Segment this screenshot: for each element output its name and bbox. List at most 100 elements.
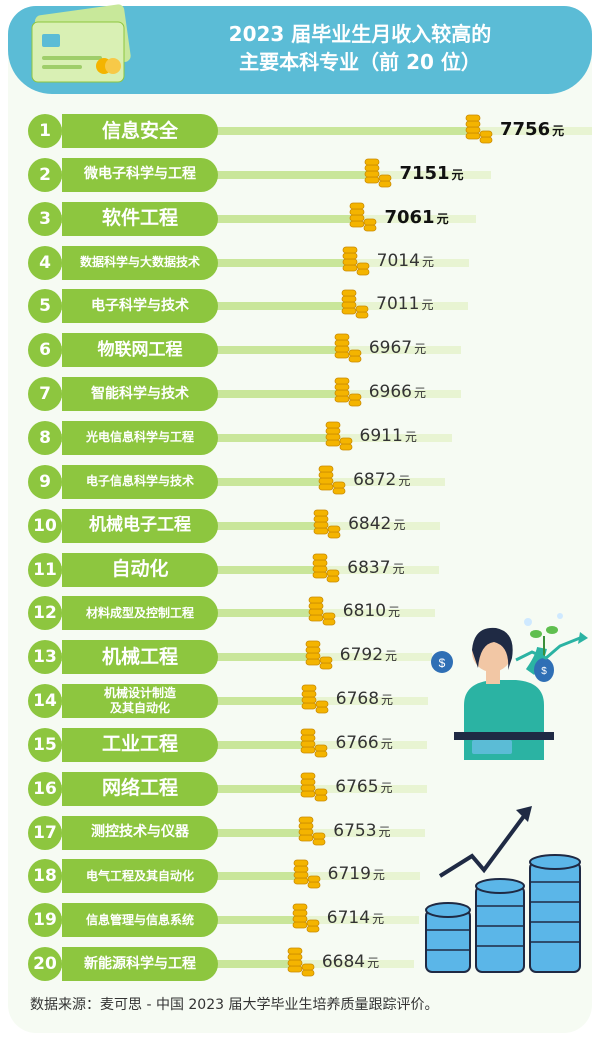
value-unit: 元 <box>436 211 449 226</box>
value-unit: 元 <box>414 342 427 357</box>
value-unit: 元 <box>388 605 401 620</box>
chart-row: 7 智能科学与技术 6966 元 <box>0 374 600 414</box>
chart-row: 18 电气工程及其自动化 6719 元 <box>0 856 600 896</box>
value-number: 6967 <box>368 338 413 359</box>
value-number: 6684 <box>321 952 366 973</box>
coin-stack-icon <box>350 202 377 232</box>
coin-stack-icon <box>292 903 320 933</box>
title-line-1: 2023 届毕业生月收入较高的 <box>228 22 492 46</box>
value-unit: 元 <box>398 473 411 488</box>
value-number: 6872 <box>353 469 397 490</box>
chart-row: 17 测控技术与仪器 6753 元 <box>0 813 600 853</box>
value-label: 6911 元 <box>360 426 417 446</box>
coin-stack-icon <box>465 114 493 144</box>
rank-badge: 7 <box>28 377 62 412</box>
rank-badge: 5 <box>28 289 62 324</box>
value-number: 7756 <box>500 119 551 140</box>
major-label: 机械电子工程 <box>62 508 218 543</box>
value-unit: 元 <box>381 693 394 708</box>
rank-badge: 13 <box>28 640 62 675</box>
value-label: 6684 元 <box>322 952 379 972</box>
value-unit: 元 <box>451 167 464 182</box>
coin-stack-icon <box>334 377 362 407</box>
rank-badge: 14 <box>28 684 62 719</box>
coin-stack-icon <box>287 947 315 977</box>
coin-stack-icon <box>342 246 370 275</box>
coin-stacks-growth-illustration <box>425 806 581 973</box>
chart-row: 16 网络工程 6765 元 <box>0 769 600 809</box>
chart-row: 15 工业工程 6766 元 <box>0 725 600 765</box>
svg-text:$: $ <box>439 656 446 670</box>
major-label: 自动化 <box>62 552 218 587</box>
value-label: 6792 元 <box>340 645 397 665</box>
chart-row: 5 电子科学与技术 7011 元 <box>0 286 600 326</box>
chart-row: 1 信息安全 7756 元 <box>0 111 600 151</box>
value-label: 7014 元 <box>377 251 434 271</box>
value-number: 6810 <box>342 601 387 622</box>
value-unit: 元 <box>392 561 405 576</box>
value-number: 6768 <box>335 689 380 710</box>
rank-badge: 4 <box>28 245 62 280</box>
page-title: 2023 届毕业生月收入较高的 主要本科专业（前 20 位） <box>150 20 570 76</box>
value-label: 6719 元 <box>328 864 385 884</box>
value-label: 6765 元 <box>335 777 392 797</box>
rank-badge: 6 <box>28 333 62 368</box>
major-label: 软件工程 <box>62 201 218 236</box>
coin-stack-icon <box>300 772 328 802</box>
major-label: 工业工程 <box>62 727 218 762</box>
value-label: 7151 元 <box>399 163 463 184</box>
rank-badge: 3 <box>28 201 62 236</box>
credit-card-icon <box>31 4 131 83</box>
value-unit: 元 <box>372 868 385 883</box>
chart-row: 2 微电子科学与工程 7151 元 <box>0 155 600 195</box>
value-unit: 元 <box>380 780 393 795</box>
rank-badge: 2 <box>28 157 62 192</box>
coin-stack-icon <box>298 816 326 845</box>
coin-stack-icon <box>301 728 328 758</box>
coin-stack-icon <box>313 509 341 539</box>
value-number: 6792 <box>339 645 384 666</box>
bar <box>60 127 472 135</box>
value-unit: 元 <box>404 429 417 444</box>
value-label: 6766 元 <box>335 733 392 753</box>
chart-row: 4 数据科学与大数据技术 7014 元 <box>0 243 600 283</box>
rank-badge: 1 <box>28 114 62 148</box>
value-label: 7011 元 <box>376 294 433 314</box>
rank-badge: 20 <box>28 947 62 982</box>
title-line-2: 主要本科专业（前 20 位） <box>239 50 481 74</box>
value-label: 6842 元 <box>348 514 405 534</box>
coin-stack-icon <box>325 421 352 451</box>
value-number: 6714 <box>326 908 371 929</box>
chart-row: 12 材料成型及控制工程 6810 元 <box>0 593 600 633</box>
value-label: 7061 元 <box>384 207 448 228</box>
value-number: 6766 <box>335 732 379 753</box>
major-label: 机械工程 <box>62 640 218 675</box>
value-unit: 元 <box>378 824 391 839</box>
value-unit: 元 <box>372 912 385 927</box>
rank-badge: 9 <box>28 464 62 499</box>
value-unit: 元 <box>421 298 434 313</box>
coin-stack-icon <box>305 640 333 670</box>
major-label: 微电子科学与工程 <box>62 157 218 192</box>
value-number: 7061 <box>384 206 435 228</box>
rank-badge: 8 <box>28 420 62 455</box>
value-unit: 元 <box>552 124 565 138</box>
rank-badge: 10 <box>28 508 62 543</box>
value-number: 7011 <box>376 294 420 315</box>
coin-stack-icon <box>301 684 329 714</box>
svg-text:$: $ <box>541 666 547 677</box>
value-label: 6837 元 <box>347 558 404 578</box>
major-label: 信息安全 <box>62 114 218 148</box>
value-number: 6719 <box>327 864 371 885</box>
value-number: 7151 <box>399 162 450 184</box>
value-number: 7014 <box>376 250 420 271</box>
value-number: 6911 <box>359 425 403 446</box>
major-label: 信息管理与信息系统 <box>62 903 218 938</box>
rank-badge: 19 <box>28 903 62 938</box>
woman-with-money-plant-illustration: $ $ <box>431 613 588 760</box>
chart-row: 14 机械设计制造 及其自动化 6768 元 <box>0 681 600 721</box>
chart-row: 11 自动化 6837 元 <box>0 550 600 590</box>
value-unit: 元 <box>367 956 380 971</box>
rank-badge: 17 <box>28 815 62 850</box>
